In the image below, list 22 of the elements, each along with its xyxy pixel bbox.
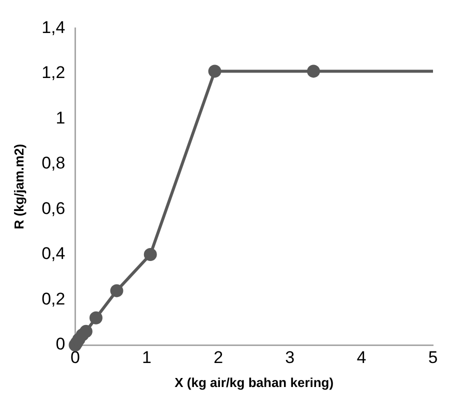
x-tick-label: 1 <box>142 348 152 367</box>
y-tick-label: 0,8 <box>42 154 66 173</box>
y-tick-label: 0,4 <box>42 244 66 264</box>
point <box>110 284 124 298</box>
y-tick-label: 1,4 <box>42 18 66 37</box>
y-tick-label: 0,6 <box>42 198 66 218</box>
x-axis-title: X (kg air/kg bahan kering) <box>174 374 334 390</box>
y-tick-label: 1,2 <box>42 63 66 82</box>
point <box>79 324 92 338</box>
y-tick-label: 0 <box>56 334 66 354</box>
x-tick-label: 3 <box>285 348 295 367</box>
point <box>89 311 102 324</box>
x-tick-label: 2 <box>214 348 224 367</box>
point <box>144 248 157 261</box>
y-tick-label: 0,2 <box>42 289 66 308</box>
x-tick-label: 5 <box>428 348 438 367</box>
point <box>208 64 222 78</box>
x-tick-label: 4 <box>356 348 366 367</box>
y-tick-label: 1 <box>56 108 66 128</box>
y-axis-title: R (kg/jam.m2) <box>11 144 26 230</box>
point <box>307 64 320 78</box>
x-tick-label: 0 <box>70 348 80 367</box>
